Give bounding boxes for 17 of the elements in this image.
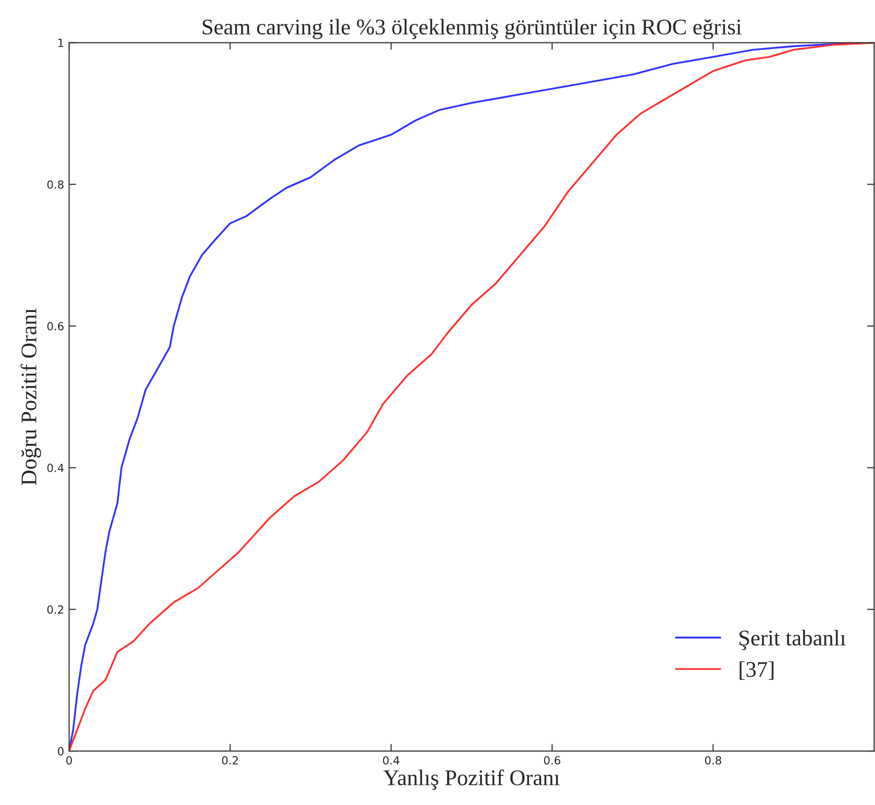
line-series	[69, 42, 874, 752]
legend-label: [37]	[740, 661, 774, 680]
y-tick-label: 0	[58, 747, 64, 756]
chart-title: Seam carving ile %3 ölçeklenmiş görüntüler için ROC eğrisi	[202, 18, 742, 40]
legend-label: Şerit tabanlı	[740, 630, 846, 650]
x-tick-label: 0.8	[705, 756, 722, 765]
y-tick-label: 0.8	[47, 180, 64, 189]
x-axis-title: Yanlış Pozitif Oranı	[383, 769, 560, 790]
y-axis-title: Doğru Pozitif Oranı	[20, 308, 42, 486]
y-tick-label: 1	[58, 38, 64, 47]
x-tick-label: 0.6	[544, 756, 560, 765]
x-tick-label: 0.4	[383, 756, 400, 765]
y-tick-label: 0.2	[47, 605, 64, 614]
y-tick-label: 0.4	[47, 464, 64, 472]
x-tick-label: 0	[66, 756, 72, 765]
x-tick-label: 0.2	[222, 756, 238, 765]
y-tick-label: 0.6	[47, 322, 64, 330]
